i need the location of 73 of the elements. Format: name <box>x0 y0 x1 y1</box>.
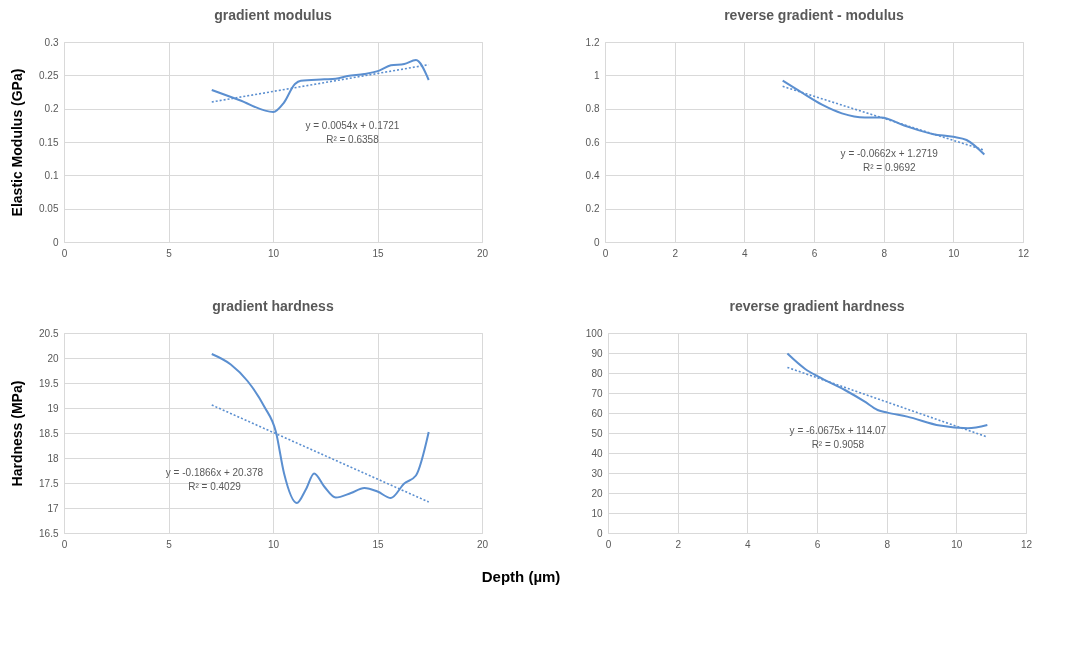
x-tick-label: 12 <box>1017 247 1030 259</box>
y-tick-label: 17.5 <box>39 477 59 489</box>
chart-title: gradient modulus <box>214 7 332 23</box>
chart-title: gradient hardness <box>212 298 334 314</box>
y-tick-label: 0 <box>52 236 59 248</box>
y-tick-label: 0.25 <box>39 69 59 81</box>
x-tick-label: 10 <box>951 538 963 550</box>
y-tick-label: 19 <box>47 402 59 414</box>
y-tick-label: 0 <box>593 236 600 248</box>
y-tick-label: 0.4 <box>585 169 600 181</box>
x-tick-label: 5 <box>166 247 173 259</box>
y-tick-label: 19.5 <box>39 377 59 389</box>
y-tick-label: 60 <box>591 407 603 419</box>
x-tick-label: 8 <box>884 538 891 550</box>
chart-title: reverse gradient hardness <box>729 298 905 314</box>
x-tick-label: 8 <box>881 247 888 259</box>
chart-title: reverse gradient - modulus <box>724 7 905 23</box>
annotation: R² = 0.6358 <box>326 134 380 145</box>
x-tick-label: 10 <box>948 247 960 259</box>
line-series <box>210 59 430 113</box>
y-tick-label: 10 <box>591 507 603 519</box>
y-tick-label: 0.3 <box>44 36 59 48</box>
x-tick-label: 10 <box>267 538 280 550</box>
x-tick-label: 6 <box>811 247 818 259</box>
x-tick-label: 10 <box>267 247 280 259</box>
x-tick-label: 0 <box>61 538 68 550</box>
y-axis-title: Hardness (MPa) <box>9 380 26 487</box>
y-tick-label: 17 <box>47 502 59 514</box>
y-tick-label: 1.2 <box>585 36 600 48</box>
y-tick-label: 18.5 <box>39 427 59 439</box>
y-tick-label: 18 <box>47 452 59 464</box>
y-tick-label: 70 <box>591 387 603 399</box>
y-tick-label: 20 <box>47 352 59 364</box>
x-tick-label: 2 <box>672 247 679 259</box>
annotation: y = -0.1866x + 20.378 <box>165 467 264 478</box>
y-tick-label: 90 <box>591 347 603 359</box>
y-tick-label: 30 <box>591 467 603 479</box>
y-tick-label: 20 <box>591 487 603 499</box>
x-tick-label: 0 <box>61 247 68 259</box>
y-tick-label: 100 <box>585 327 603 339</box>
y-tick-label: 16.5 <box>39 527 59 539</box>
x-tick-label: 20 <box>476 538 489 550</box>
annotation: y = 0.0054x + 0.1721 <box>305 120 400 131</box>
y-tick-label: 20.5 <box>39 327 59 339</box>
x-tick-label: 12 <box>1020 538 1033 550</box>
x-tick-label: 0 <box>605 538 612 550</box>
y-tick-label: 0.1 <box>44 169 59 181</box>
annotation: R² = 0.9058 <box>811 439 865 450</box>
y-tick-label: 1 <box>593 69 600 81</box>
y-axis-title: Elastic Modulus (GPa) <box>9 68 26 217</box>
y-tick-label: 0.2 <box>44 103 59 115</box>
x-axis-title: Depth (µm) <box>481 567 561 585</box>
x-tick-label: 15 <box>372 538 384 550</box>
annotation: R² = 0.9692 <box>862 162 916 173</box>
y-tick-label: 0.8 <box>585 103 600 115</box>
x-tick-label: 5 <box>166 538 173 550</box>
x-tick-label: 2 <box>675 538 682 550</box>
x-tick-label: 4 <box>745 538 752 550</box>
y-tick-label: 40 <box>591 447 603 459</box>
x-tick-label: 4 <box>742 247 749 259</box>
y-tick-label: 0 <box>596 527 603 539</box>
annotation: y = -0.0662x + 1.2719 <box>840 148 939 159</box>
y-tick-label: 50 <box>591 427 603 439</box>
y-tick-label: 80 <box>591 367 603 379</box>
y-tick-label: 0.6 <box>585 136 600 148</box>
y-tick-label: 0.05 <box>39 203 59 215</box>
annotation: R² = 0.4029 <box>188 481 242 492</box>
annotation: y = -6.0675x + 114.07 <box>789 425 887 436</box>
y-tick-label: 0.15 <box>39 136 59 148</box>
x-tick-label: 20 <box>476 247 489 259</box>
y-tick-label: 0.2 <box>585 203 600 215</box>
x-tick-label: 6 <box>814 538 821 550</box>
x-tick-label: 15 <box>372 247 384 259</box>
